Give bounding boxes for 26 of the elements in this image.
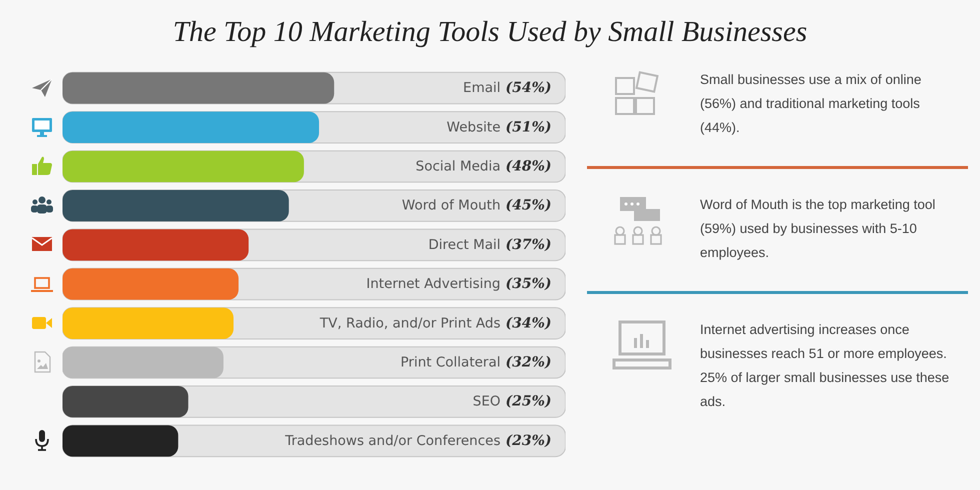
data-label: (45%) <box>505 198 552 214</box>
y-tick-label: Print Collateral <box>400 354 501 370</box>
bar <box>62 386 188 418</box>
data-label: (48%) <box>505 158 552 174</box>
y-tick-label: Email <box>463 80 501 96</box>
y-tick-label: TV, Radio, and/or Print Ads <box>318 315 500 332</box>
text: Small businesses use a mix of online (56%) and traditional marketing tools (44%). <box>700 71 922 137</box>
y-tick-label: SEO <box>472 394 501 410</box>
data-label: (23%) <box>505 432 552 449</box>
text: Word of Mouth is the top marketing tool (59%) used by businesses with 5-10 employees. <box>700 196 936 262</box>
data-label: (25%) <box>505 394 552 410</box>
text: Internet advertising increases once businesses reach 51 or more employees. 25% of larger small businesses use these ads. <box>700 321 950 411</box>
y-tick-label: Direct Mail <box>428 236 501 253</box>
y-tick-label: Internet Advertising <box>366 276 501 292</box>
data-label: (35%) <box>505 276 552 292</box>
chart-title: The Top 10 Marketing Tools Used by Small Businesses <box>172 15 808 50</box>
data-label: (37%) <box>505 236 552 253</box>
data-label: (32%) <box>505 354 552 370</box>
y-tick-label: Website <box>446 119 501 136</box>
y-tick-label: Word of Mouth <box>402 198 501 214</box>
y-tick-label: Tradeshows and/or Conferences <box>284 432 501 449</box>
data-label: (54%) <box>505 80 552 96</box>
y-tick-label: Social Media <box>416 158 501 174</box>
bar <box>62 425 178 457</box>
data-label: (34%) <box>505 315 552 332</box>
data-label: (51%) <box>505 119 552 136</box>
